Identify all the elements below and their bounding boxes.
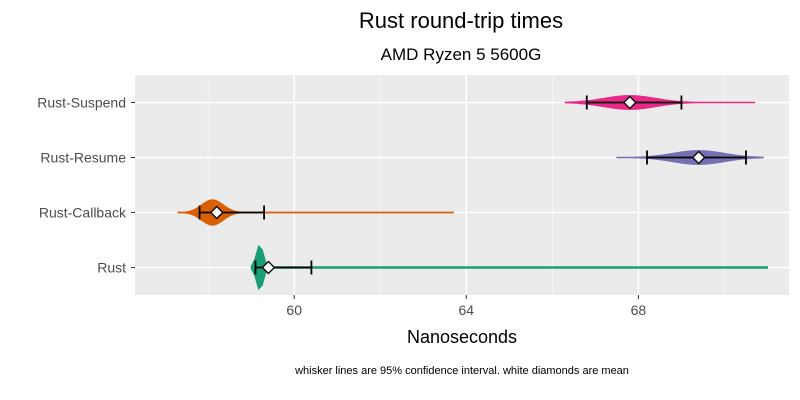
violin-group — [250, 244, 768, 291]
x-axis-title: Nanoseconds — [407, 327, 517, 347]
violin-group — [177, 199, 454, 226]
plot-panel — [135, 75, 789, 295]
x-tick-label: 68 — [631, 302, 647, 318]
y-tick-label: Rust-Resume — [40, 150, 126, 166]
x-tick-label: 60 — [286, 302, 302, 318]
mean-diamond — [691, 150, 706, 165]
chart-title: Rust round-trip times — [359, 8, 563, 33]
y-tick-label: Rust — [97, 260, 126, 276]
violins — [177, 95, 768, 291]
x-tick-label: 64 — [459, 302, 475, 318]
violin-shape — [250, 244, 768, 291]
violin-group — [616, 150, 764, 165]
y-tick-label: Rust-Suspend — [37, 95, 126, 111]
violin-group — [564, 95, 756, 110]
mean-diamond — [622, 95, 637, 110]
y-tick-label: Rust-Callback — [39, 205, 127, 221]
mean-diamond — [261, 260, 276, 275]
mean-diamond — [209, 205, 224, 220]
axes: 60 64 68 Rust-Suspend Rust-Resume Rust-Callba… — [37, 95, 646, 319]
chart-caption: whisker lines are 95% confidence interva… — [294, 365, 629, 377]
violin-shape — [177, 199, 454, 226]
chart-subtitle: AMD Ryzen 5 5600G — [381, 45, 542, 64]
